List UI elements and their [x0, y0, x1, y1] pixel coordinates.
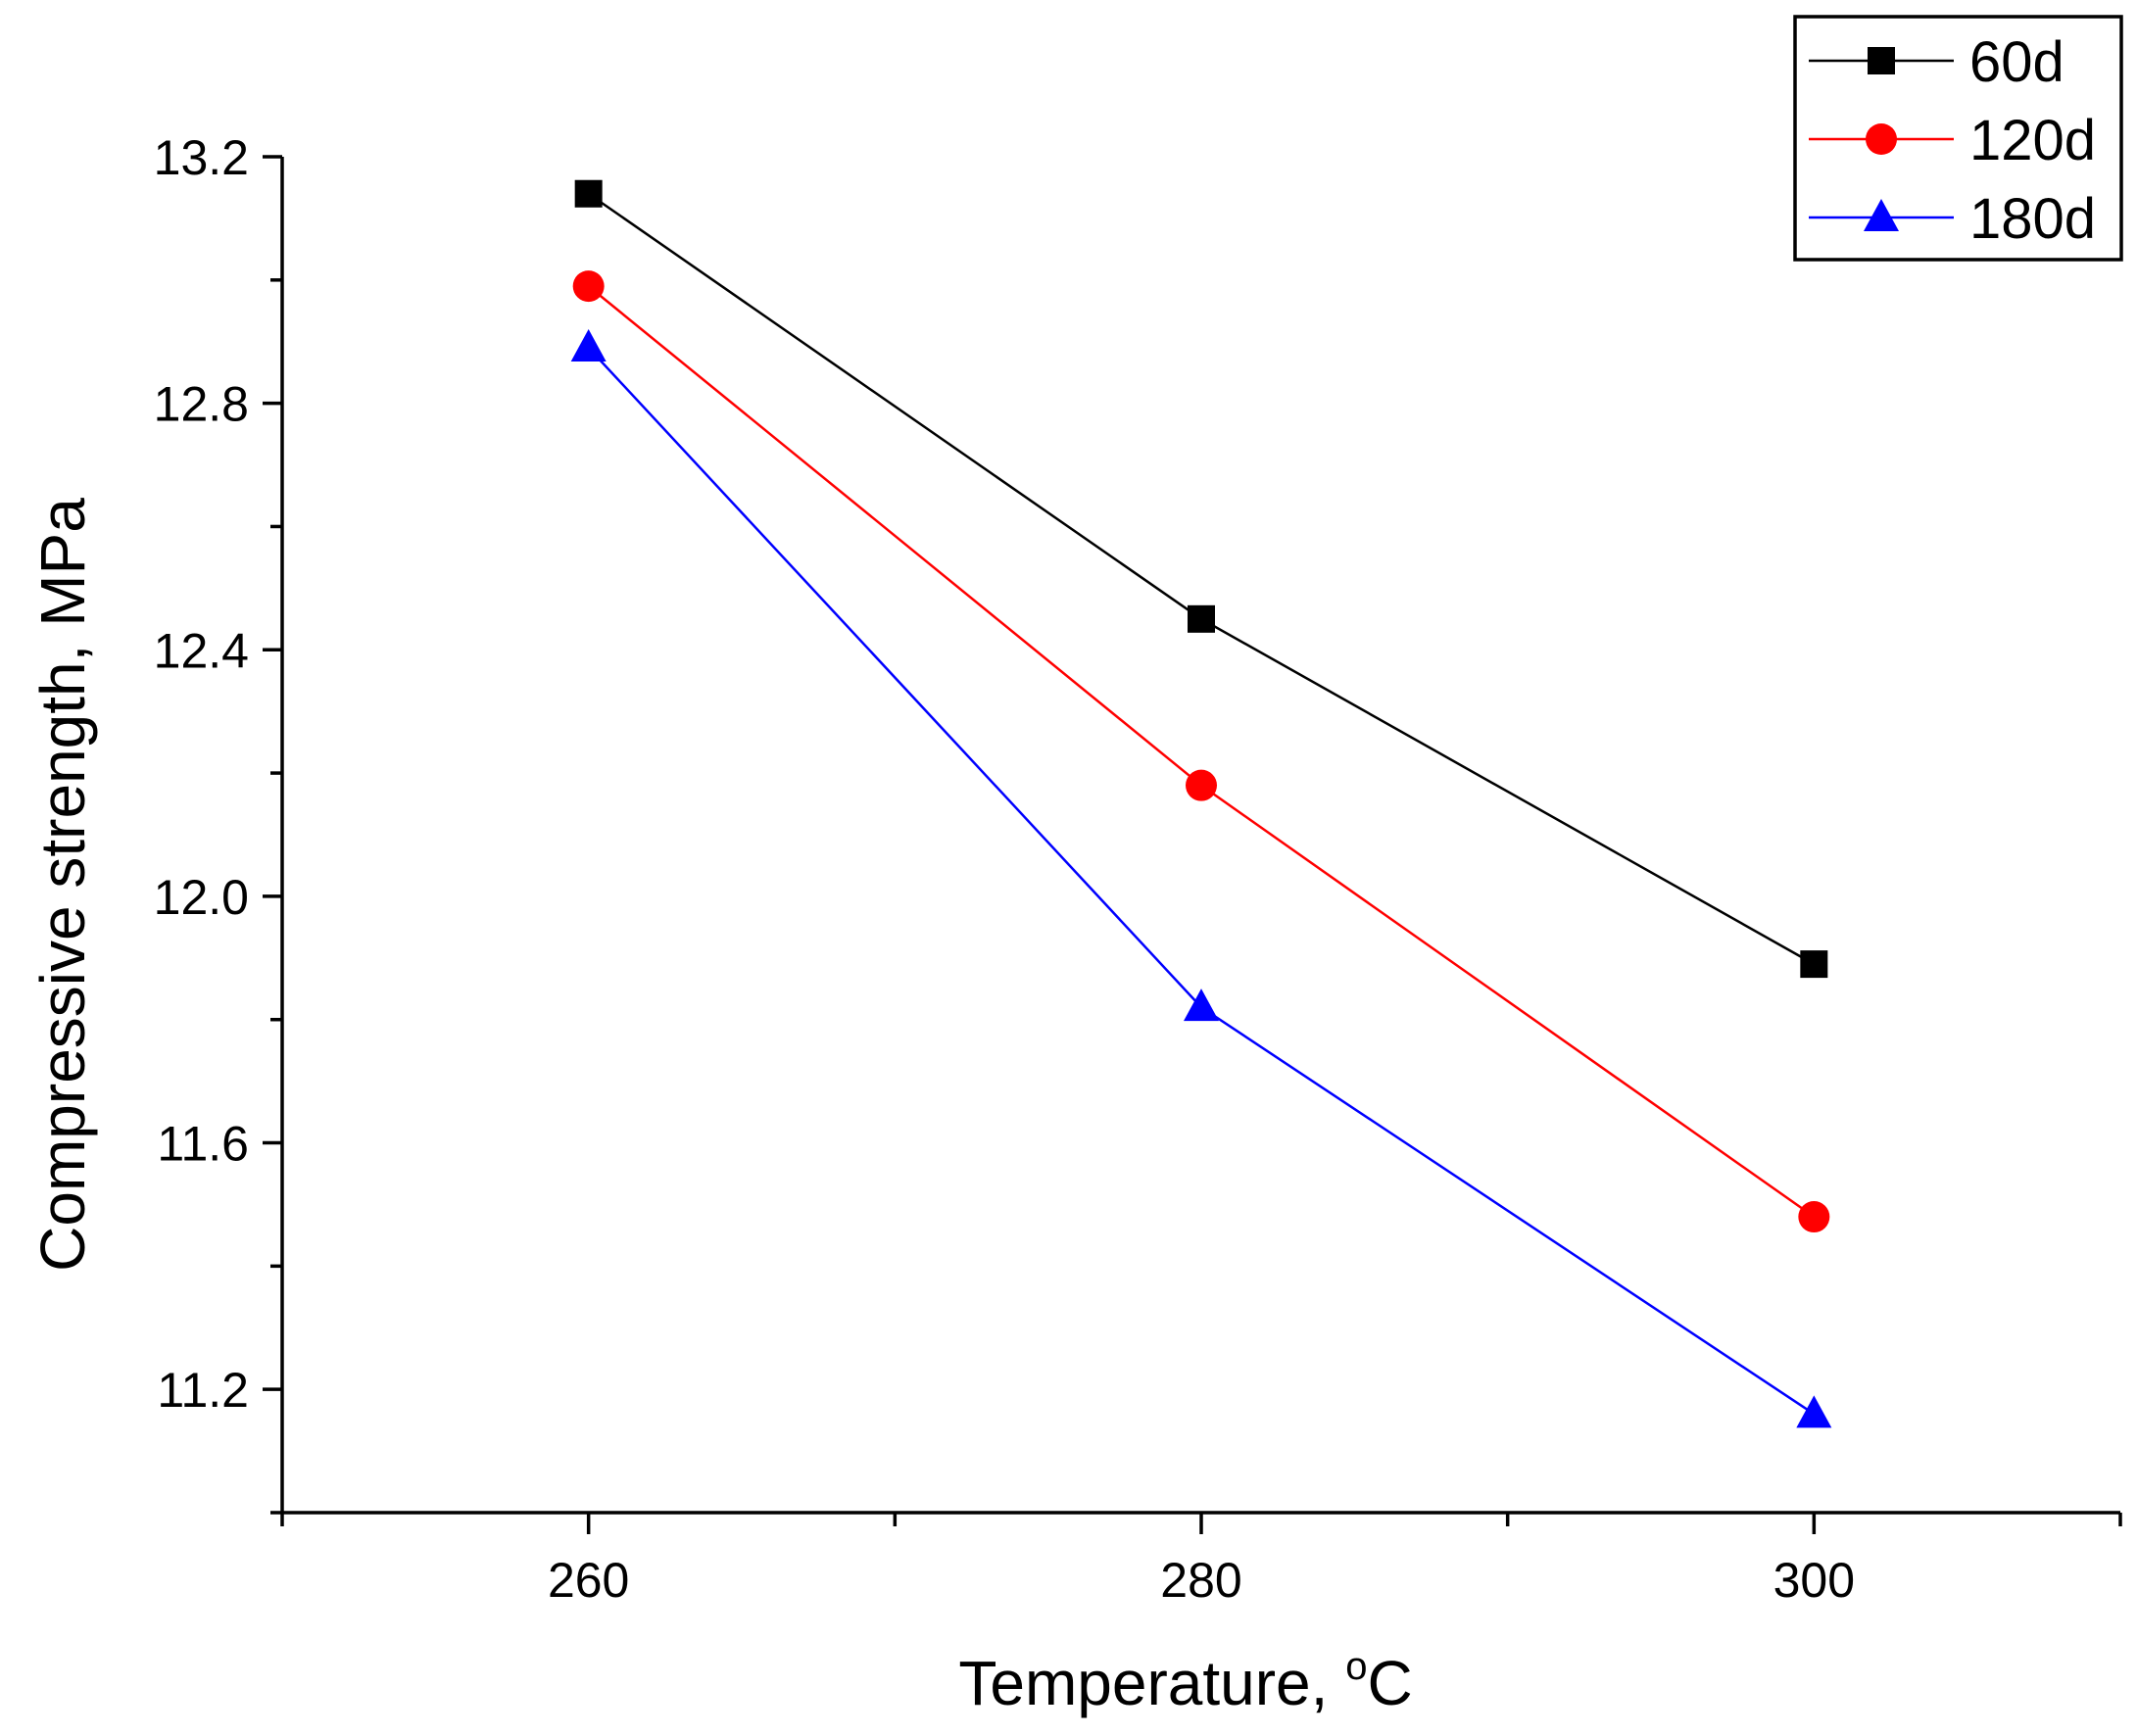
x-axis-title: Temperature, oC [958, 1645, 1412, 1718]
legend-label: 180d [1969, 187, 2096, 251]
series-line [587, 192, 1815, 966]
y-tick-label: 11.2 [157, 1363, 249, 1418]
y-axis-title: Compressive strength, MPa [27, 498, 98, 1272]
series-group [570, 179, 1832, 1428]
legend-item-60d: 60d [1809, 30, 2064, 94]
data-point [1796, 1395, 1832, 1428]
y-tick-label: 11.6 [157, 1117, 249, 1172]
legend: 60d 120d 180d [1793, 15, 2123, 262]
x-axis-title-main: Temperature, [958, 1648, 1345, 1718]
data-point [1184, 989, 1219, 1022]
x-tick-label: 260 [548, 1553, 629, 1608]
x-tick-label: 300 [1773, 1553, 1855, 1608]
legend-marker [1866, 123, 1897, 155]
data-point [1186, 769, 1217, 801]
data-point [1188, 604, 1215, 633]
legend-marker [1864, 199, 1899, 231]
x-axis-title-unit: C [1367, 1648, 1412, 1718]
data-point [572, 270, 605, 303]
data-point [1800, 950, 1828, 979]
series-120d [572, 270, 1830, 1233]
data-point [570, 329, 607, 362]
series-180d [570, 329, 1832, 1428]
series-60d [574, 179, 1828, 979]
legend-label: 120d [1969, 109, 2096, 172]
legend-item-180d: 180d [1809, 187, 2096, 251]
axes [280, 157, 2120, 1515]
y-tick-label: 12.0 [154, 870, 249, 925]
legend-label: 60d [1969, 30, 2064, 94]
x-axis-title-superscript: o [1345, 1645, 1367, 1688]
x-tick-label: 280 [1160, 1553, 1241, 1608]
y-tick-label: 12.8 [154, 377, 249, 432]
series-line [587, 347, 1816, 1416]
y-tick-label: 13.2 [154, 130, 249, 185]
y-tick-label: 12.4 [154, 623, 249, 678]
legend-item-120d: 120d [1809, 109, 2096, 172]
series-line [587, 285, 1816, 1219]
data-point [1798, 1201, 1830, 1233]
ticks: 11.2 11.6 12.0 12.4 12.8 13.2 260 280 300 [154, 130, 2122, 1608]
legend-marker [1868, 47, 1895, 74]
data-point [574, 179, 603, 208]
